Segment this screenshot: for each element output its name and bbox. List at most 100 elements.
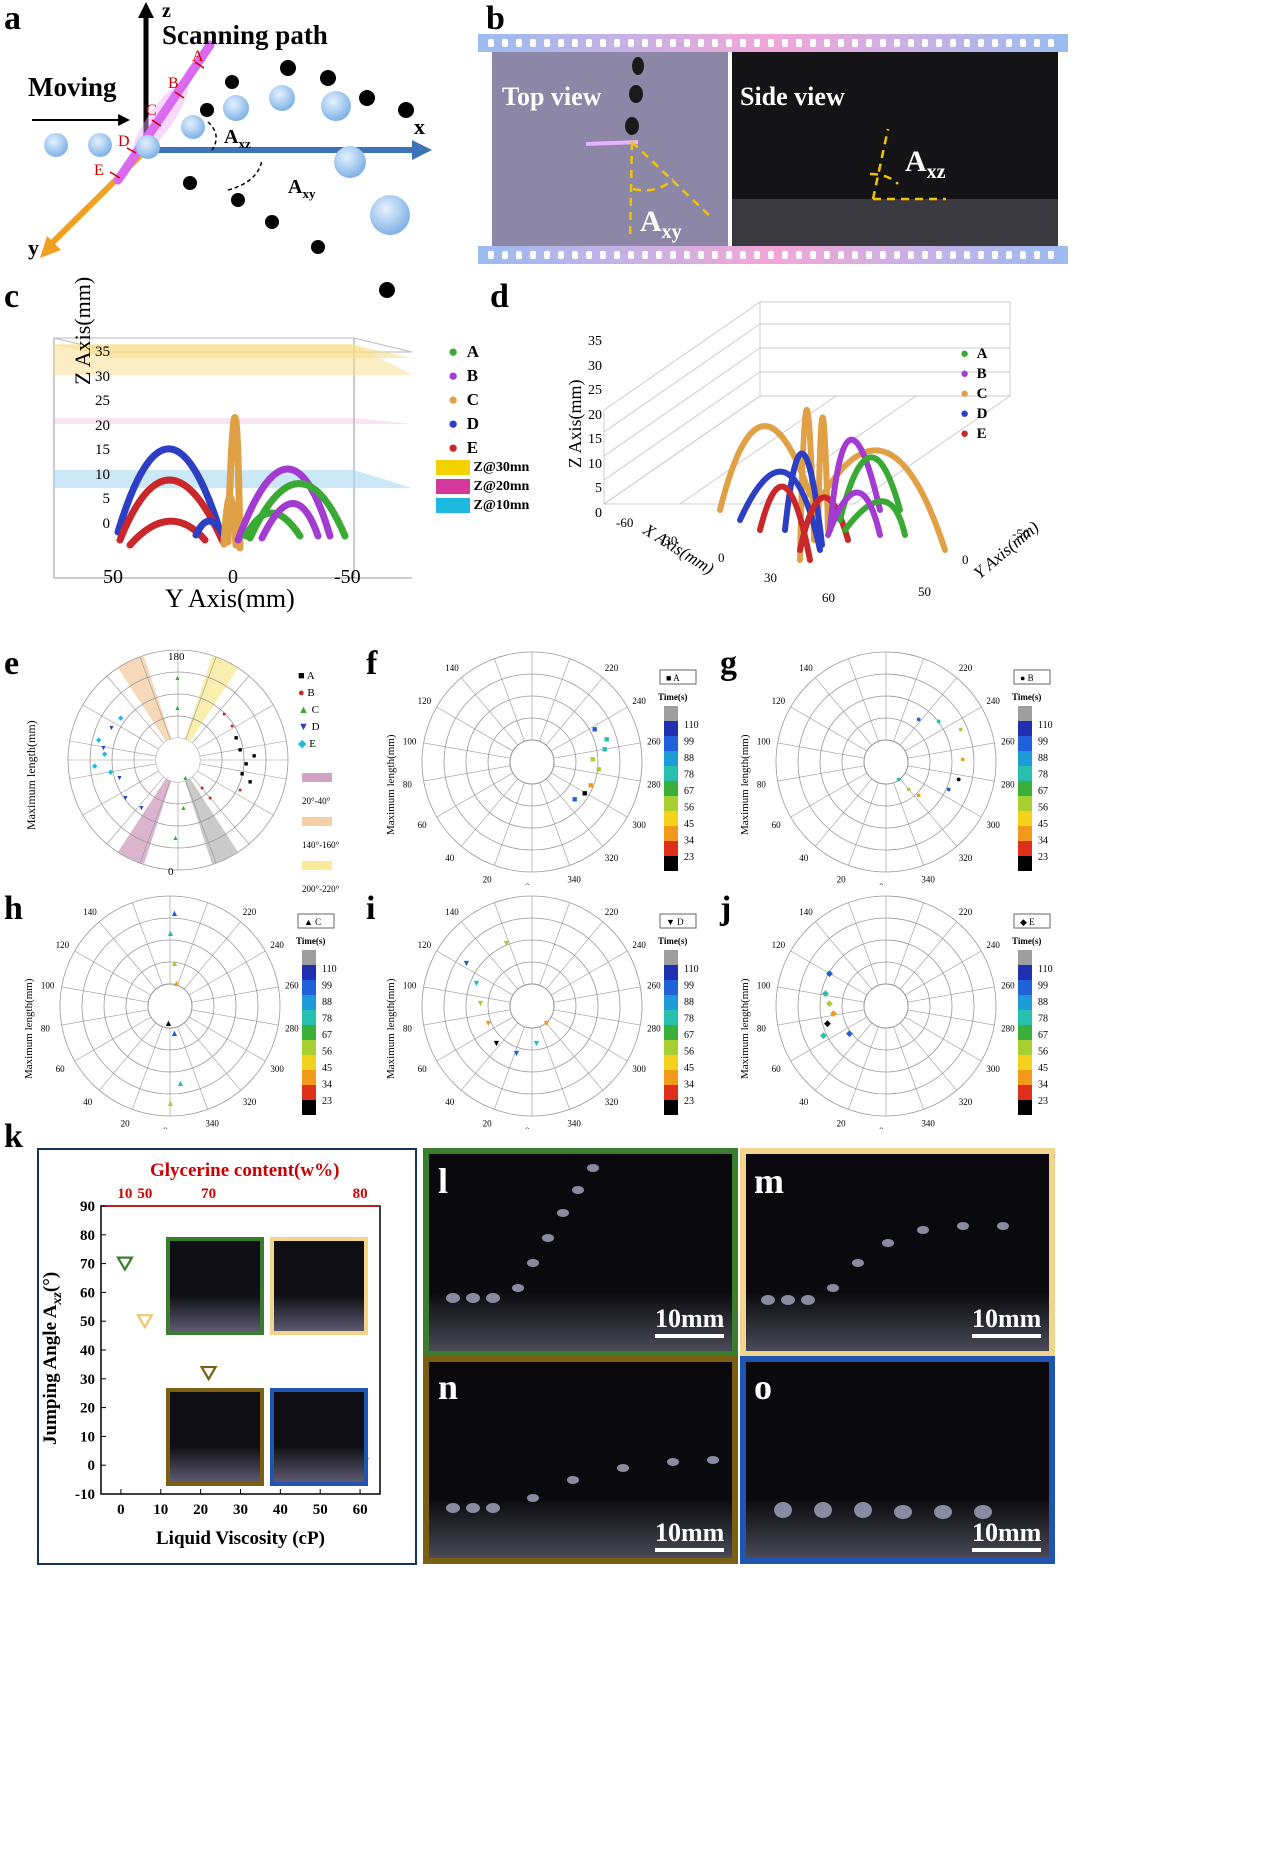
side-view-label: Side view [740, 82, 845, 111]
inset-photo-yellow [270, 1237, 368, 1335]
polar-point: ▲ [170, 958, 179, 968]
polar-point: ■ [604, 734, 609, 744]
polar-point: ● [906, 784, 911, 794]
panel-letter-h: h [4, 890, 23, 927]
angle-tick: 120 [56, 940, 70, 950]
colorbar-tick: 34 [684, 836, 694, 847]
angle-tick: 280 [647, 1024, 661, 1034]
panel-letter-n: n [438, 1367, 459, 1407]
polar-point: ▼ [532, 1038, 541, 1048]
top-tick-label: 10 [117, 1186, 132, 1202]
angle-tick: 320 [959, 1097, 973, 1107]
angle-tick: 280 [285, 1024, 299, 1034]
panel-letter-m: m [754, 1161, 784, 1201]
panel-d-ytick-2: 50 [918, 584, 931, 599]
panel-letter-k: k [4, 1118, 23, 1155]
y-tick-label: 70 [80, 1257, 95, 1273]
polar-point: ■ [596, 764, 601, 774]
angle-tick: 300 [632, 1064, 646, 1074]
polar-point: ▼ [492, 1038, 501, 1048]
angle-tick: 340 [567, 1119, 581, 1129]
colorbar-tick: 23 [1038, 852, 1048, 863]
panel-letter-c: c [4, 278, 20, 315]
panel-letter-b: b [486, 0, 505, 37]
polar-point: ▲ [170, 1028, 179, 1038]
angle-tick: 200 [567, 894, 581, 895]
polar-point: ● [916, 714, 921, 724]
polar-e-tick-0: 0 [168, 866, 174, 878]
svg-text:▲: ▲ [180, 804, 187, 812]
legend-label: ▲ C [304, 917, 321, 927]
angle-tick: 0 [525, 1126, 530, 1129]
angle-tick: 80 [41, 1024, 51, 1034]
angle-tick: 300 [986, 820, 1000, 830]
polar-point: ■ [572, 794, 577, 804]
x-tick-label: 40 [273, 1502, 288, 1518]
panel-d-xtick-2: 0 [718, 550, 725, 565]
colorbar-tick: 56 [1038, 803, 1048, 814]
angle-tick: 280 [1001, 1024, 1015, 1034]
panel-c-legend: ● A ● B ● C ● D ● E [448, 342, 480, 457]
angle-tick: 40 [83, 1097, 93, 1107]
x-tick-label: 0 [117, 1502, 125, 1518]
angle-tick: 320 [959, 853, 973, 863]
y-tick-label: -10 [75, 1487, 95, 1503]
colorbar-tick: 56 [684, 803, 694, 814]
photo-o [740, 1356, 1055, 1564]
angle-tick: 140 [445, 907, 459, 917]
angle-tick: 140 [445, 663, 459, 673]
svg-text:■: ■ [244, 760, 248, 768]
colorbar-tick: 45 [684, 819, 694, 830]
polar-point: ■ [590, 754, 595, 764]
angle-tick: 40 [445, 853, 455, 863]
polar-point: ● [960, 754, 965, 764]
panel-letter-a: a [4, 0, 21, 37]
angle-tick: 340 [921, 875, 935, 885]
polar-point: ■ [592, 724, 597, 734]
svg-text:■: ■ [234, 734, 238, 742]
panel-letter-g: g [720, 645, 737, 682]
colorbar-tick: 34 [322, 1080, 332, 1091]
svg-text:▼: ▼ [108, 724, 115, 732]
svg-text:●: ● [230, 722, 234, 730]
svg-text:▲: ▲ [172, 834, 179, 842]
panel-d-xtick-4: 60 [822, 590, 835, 605]
data-point [115, 1256, 134, 1272]
angle-tick: 300 [986, 1064, 1000, 1074]
colorbar-tick: 67 [322, 1030, 332, 1041]
panel-d-xtick-1: -30 [660, 533, 678, 548]
colorbar-tick: 34 [1038, 836, 1048, 847]
svg-text:▼: ▼ [138, 804, 145, 812]
colorbar-tick: 99 [684, 737, 694, 748]
colorbar-tick: 110 [684, 720, 699, 731]
angle-tick: 260 [647, 980, 661, 990]
polar-point: ◆ [822, 988, 829, 998]
angle-tick: 100 [757, 736, 771, 746]
photo-droplet-trails [446, 1164, 1009, 1519]
angle-tick: 20 [483, 1119, 493, 1129]
colorbar-tick: 88 [322, 997, 332, 1008]
polar-ylabel: Maximum length(mm) [739, 978, 751, 1079]
angle-tick: 220 [959, 907, 973, 917]
colorbar-tick: 88 [1038, 997, 1048, 1008]
svg-text:■: ■ [252, 752, 256, 760]
panel-c-ytick-50: 50 [103, 566, 123, 588]
angle-tick: 80 [757, 780, 767, 790]
colorbar-tick: 45 [1038, 1063, 1048, 1074]
colorbar-tick: 78 [684, 1014, 694, 1025]
x-tick-label: 60 [353, 1502, 368, 1518]
legend-label: ■ A [666, 673, 680, 683]
angle-tick: 160 [483, 650, 497, 651]
colorbar-tick: 99 [322, 981, 332, 992]
angle-tick: 100 [403, 736, 417, 746]
point-label-d: D [118, 133, 130, 150]
polar-ylabel: Maximum length(mm) [23, 978, 35, 1079]
colorbar-tick: 67 [684, 786, 694, 797]
colorbar-tick: 45 [684, 1063, 694, 1074]
panel-letter-e: e [4, 645, 20, 682]
time-label: Time(s) [658, 692, 687, 702]
time-label: Time(s) [296, 936, 325, 946]
polar-point: ▼ [502, 938, 511, 948]
polar-point: ■ [588, 780, 593, 790]
colorbar-tick: 45 [322, 1063, 332, 1074]
